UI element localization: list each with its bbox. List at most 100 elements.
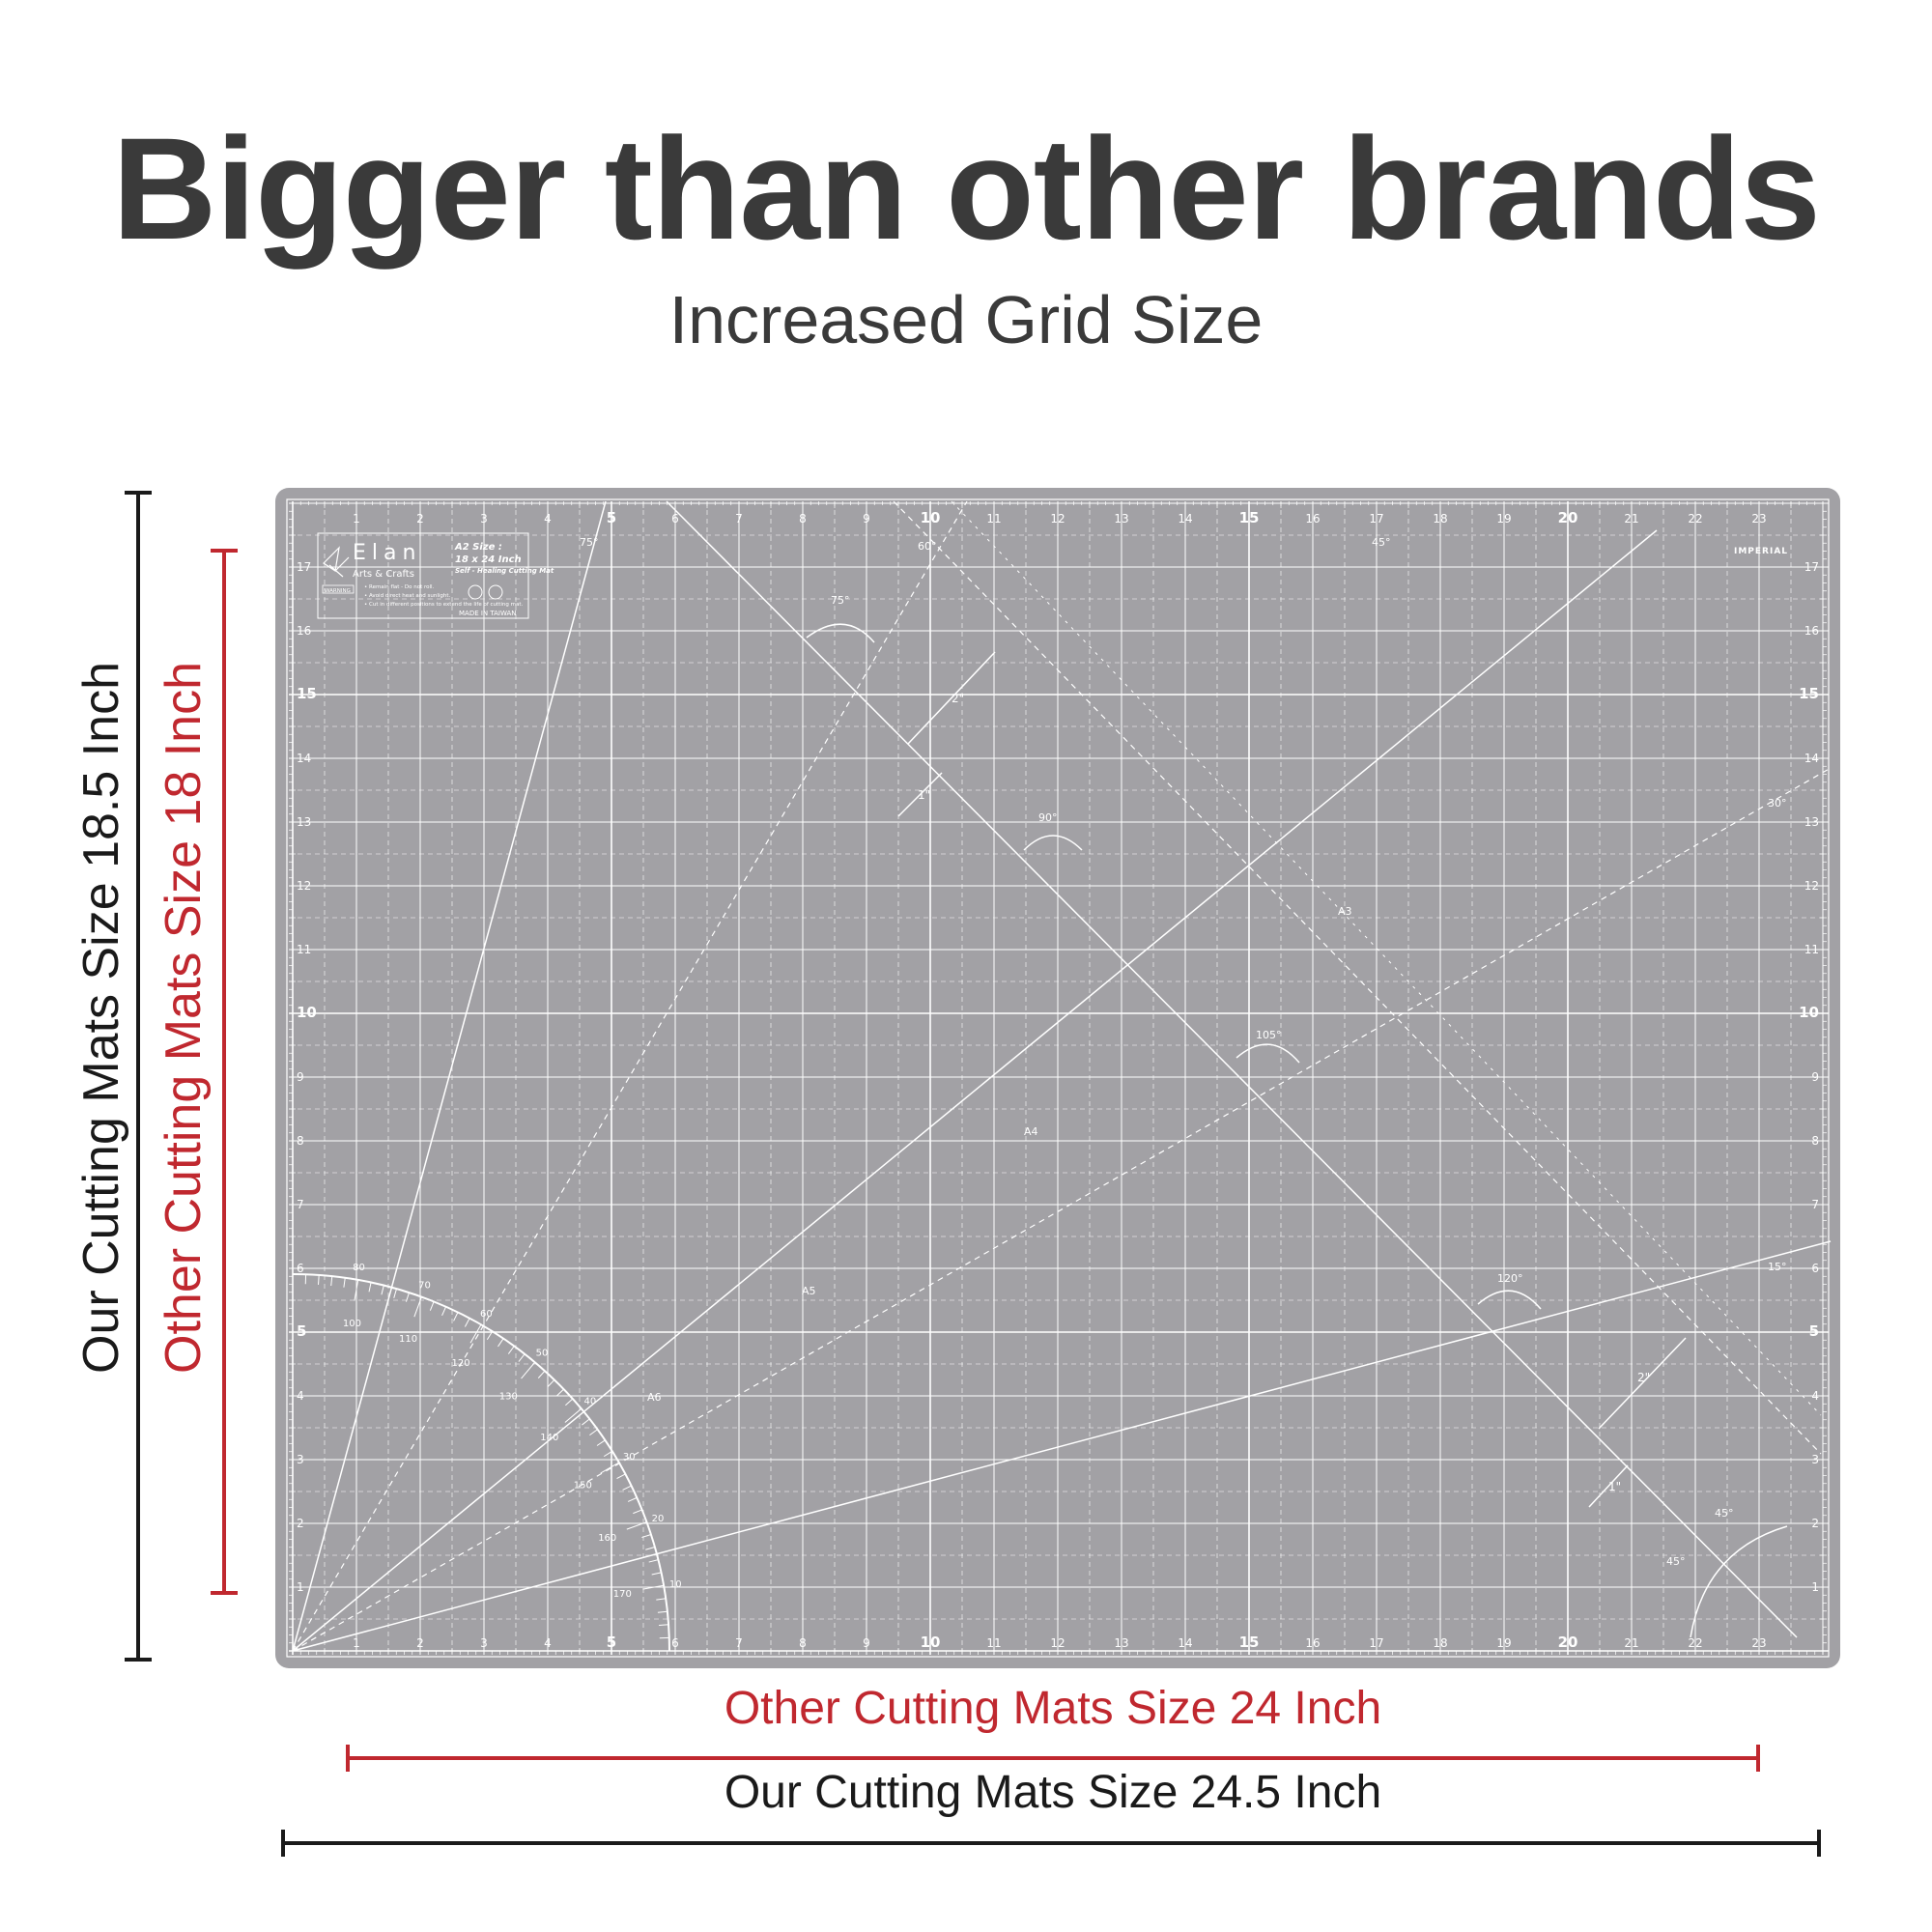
protractor-label: 10 <box>669 1579 682 1590</box>
y-tick-label-right: 8 <box>1811 1134 1819 1148</box>
x-tick-label-bottom: 4 <box>544 1636 552 1650</box>
y-tick-label-right: 15 <box>1799 685 1819 702</box>
x-tick-label-top: 2 <box>416 512 424 526</box>
y-tick-label-right: 17 <box>1804 560 1819 574</box>
x-tick-label-top: 12 <box>1050 512 1065 526</box>
x-tick-label-bottom: 20 <box>1558 1634 1578 1651</box>
angle-line-15 <box>292 1240 1832 1652</box>
y-tick-label-right: 10 <box>1799 1004 1819 1021</box>
our-width-cap-right <box>1817 1830 1821 1857</box>
x-tick-label-top: 17 <box>1369 512 1383 526</box>
x-tick-label-top: 9 <box>863 512 870 526</box>
our-width-cap-left <box>281 1830 285 1857</box>
x-tick-label-top: 14 <box>1178 512 1192 526</box>
y-tick-label-right: 6 <box>1811 1262 1819 1275</box>
x-tick-label-top: 21 <box>1624 512 1638 526</box>
angle-label: 75° <box>831 594 850 607</box>
angle-label: 105° <box>1256 1029 1282 1041</box>
y-tick-label-left: 17 <box>297 560 311 574</box>
size-label: A2 Size : <box>454 542 502 553</box>
x-tick-label-bottom: 19 <box>1496 1636 1511 1650</box>
y-tick-label-left: 6 <box>297 1262 304 1275</box>
protractor-label: 30 <box>623 1452 636 1463</box>
subtitle: Increased Grid Size <box>668 282 1264 357</box>
x-tick-label-bottom: 5 <box>607 1634 616 1651</box>
angle-line-45 <box>292 529 1658 1652</box>
other-width-label: Other Cutting Mats Size 24 Inch <box>724 1683 1382 1734</box>
y-tick-label-left: 11 <box>297 943 311 956</box>
brand-block: Elan Arts & Crafts A2 Size : 18 x 24 Inc… <box>317 532 554 619</box>
arc-90 <box>1023 835 1083 851</box>
y-tick-label-left: 14 <box>297 752 311 765</box>
y-tick-label-left: 12 <box>297 879 311 893</box>
no-sun-icon <box>488 584 503 600</box>
y-tick-label-right: 11 <box>1804 943 1819 956</box>
angle-label: 15° <box>1768 1261 1787 1273</box>
protractor-label: 60 <box>480 1309 493 1320</box>
spacing-label: 1" <box>1608 1480 1621 1493</box>
x-tick-label-top: 19 <box>1496 512 1511 526</box>
product-name: Self - Healing Cutting Mat <box>455 567 554 575</box>
x-tick-label-bottom: 2 <box>416 1636 424 1650</box>
x-tick-label-top: 3 <box>480 512 488 526</box>
y-tick-label-right: 3 <box>1811 1453 1819 1466</box>
warning-tag: WARNING <box>325 588 351 594</box>
our-height-label: Our Cutting Mats Size 18.5 Inch <box>73 661 129 1374</box>
warning-line-3: • Cut in different positions to extend t… <box>364 602 523 608</box>
our-height-cap-bottom <box>125 1658 152 1662</box>
y-tick-label-right: 14 <box>1804 752 1819 765</box>
paper-size-label: A3 <box>1338 905 1352 918</box>
protractor-label: 160 <box>598 1533 616 1544</box>
protractor-label: 170 <box>613 1589 632 1600</box>
diagonal-dashed-2 <box>951 500 1822 1416</box>
y-tick-label-right: 1 <box>1811 1580 1819 1594</box>
protractor-label: 50 <box>536 1349 549 1359</box>
y-tick-label-right: 5 <box>1809 1322 1819 1340</box>
y-tick-label-left: 5 <box>297 1322 306 1340</box>
other-height-cap-top <box>211 549 238 553</box>
size-value: 18 x 24 Inch <box>455 554 522 565</box>
angle-label: 90° <box>1038 811 1058 824</box>
angle-label: 45° <box>1715 1507 1734 1520</box>
y-tick-label-left: 8 <box>297 1134 304 1148</box>
angle-line-75 <box>292 500 607 1652</box>
x-tick-label-bottom: 12 <box>1050 1636 1065 1650</box>
protractor-label: 80 <box>353 1263 365 1273</box>
x-tick-label-top: 10 <box>921 509 941 526</box>
arc-75 <box>806 623 875 643</box>
x-tick-label-bottom: 14 <box>1178 1636 1192 1650</box>
other-height-line <box>222 551 226 1594</box>
spacing-label: 2" <box>1637 1371 1650 1384</box>
x-tick-label-bottom: 8 <box>799 1636 807 1650</box>
scale-label: IMPERIAL <box>1734 547 1788 556</box>
warning-line-2: • Avoid direct heat and sunlight. <box>364 593 451 599</box>
x-tick-label-bottom: 11 <box>986 1636 1001 1650</box>
x-tick-label-top: 15 <box>1239 509 1260 526</box>
our-width-line <box>283 1841 1819 1845</box>
other-width-cap-right <box>1756 1745 1760 1772</box>
measure-1in-bottom <box>1588 1464 1629 1508</box>
cutting-mat-grid: 1122334455667788991010111112121313141415… <box>286 498 1832 1658</box>
arc-105 <box>1236 1043 1300 1064</box>
angle-line-30 <box>292 767 1832 1652</box>
arc-45-corner <box>1690 1525 1788 1638</box>
angle-label: 120° <box>1497 1272 1523 1285</box>
x-tick-label-bottom: 10 <box>921 1634 941 1651</box>
measure-2in-top <box>907 651 996 745</box>
y-tick-label-left: 10 <box>297 1004 317 1021</box>
x-tick-label-top: 23 <box>1751 512 1766 526</box>
diagonal-solid <box>666 500 1798 1638</box>
y-tick-label-left: 3 <box>297 1453 304 1466</box>
x-tick-label-bottom: 22 <box>1688 1636 1702 1650</box>
x-tick-label-top: 18 <box>1433 512 1447 526</box>
x-tick-label-bottom: 16 <box>1305 1636 1320 1650</box>
y-tick-label-right: 12 <box>1804 879 1819 893</box>
x-tick-label-top: 13 <box>1114 512 1128 526</box>
y-tick-label-right: 2 <box>1811 1517 1819 1530</box>
measure-1in-top <box>897 772 943 817</box>
protractor-label: 150 <box>574 1481 592 1492</box>
protractor-arc <box>292 1273 670 1652</box>
x-tick-label-top: 5 <box>607 509 616 526</box>
spacing-label: 1" <box>918 788 930 802</box>
x-tick-label-top: 4 <box>544 512 552 526</box>
